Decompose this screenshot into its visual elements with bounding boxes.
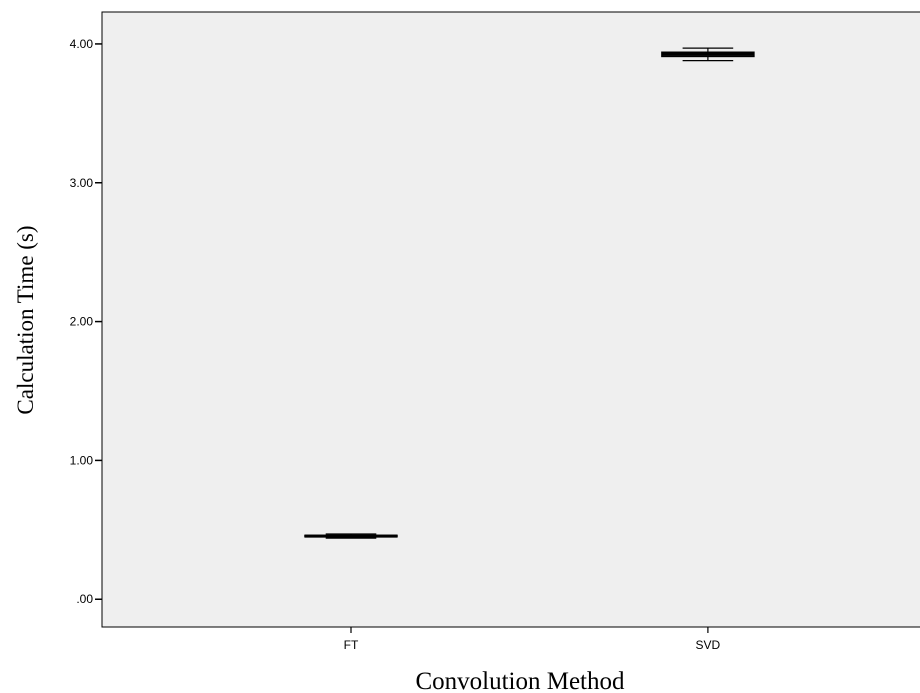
y-tick-label: 3.00 bbox=[70, 176, 94, 190]
y-tick-label: .00 bbox=[76, 592, 93, 606]
plot-area bbox=[101, 11, 920, 628]
box-ft bbox=[304, 533, 398, 539]
y-axis-title: Calculation Time (s) bbox=[13, 225, 38, 414]
y-axis: .00 1.00 2.00 3.00 4.00 bbox=[70, 37, 102, 606]
x-tick-label: FT bbox=[344, 638, 359, 652]
y-tick-label: 4.00 bbox=[70, 37, 94, 51]
x-axis-title: Convolution Method bbox=[415, 668, 625, 693]
boxes-layer bbox=[304, 47, 755, 539]
y-tick-label: 2.00 bbox=[70, 315, 94, 329]
x-tick-label: SVD bbox=[696, 638, 721, 652]
x-axis: FT SVD bbox=[344, 627, 721, 652]
box-svd bbox=[661, 47, 755, 62]
y-tick-label: 1.00 bbox=[70, 453, 94, 467]
